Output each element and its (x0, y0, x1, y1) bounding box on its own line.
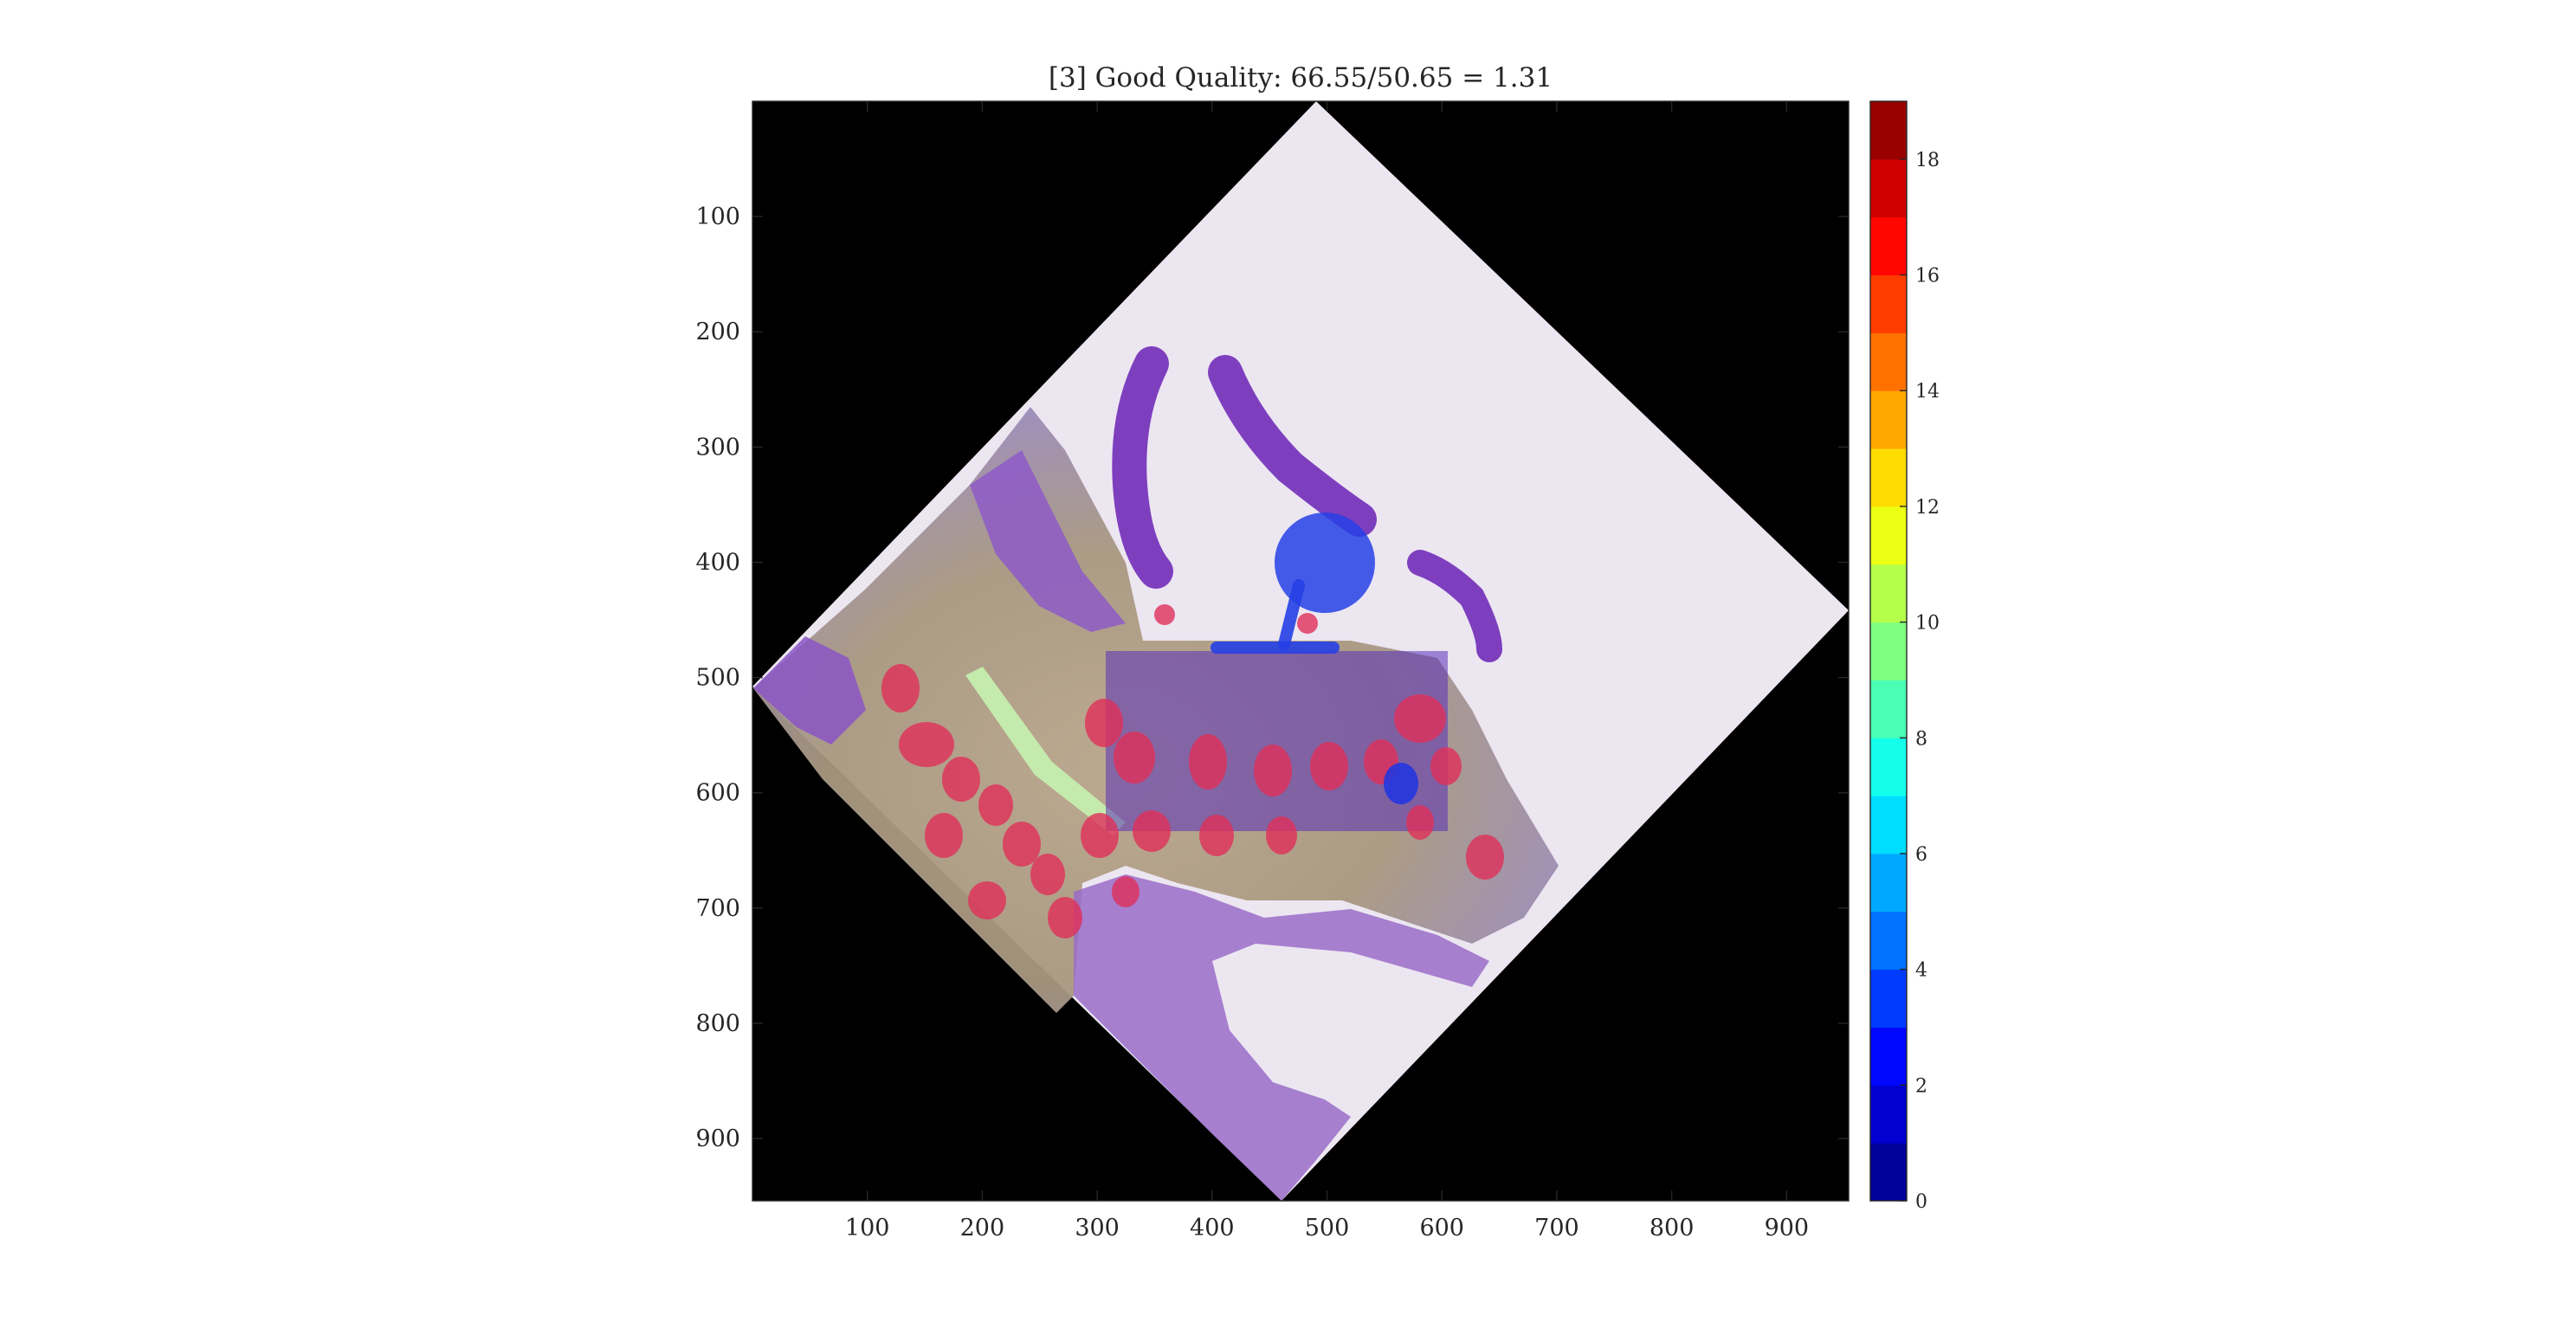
crypt (1266, 816, 1297, 855)
colorbar-tick-label: 6 (1915, 844, 1927, 866)
y-tick-label: 600 (695, 780, 740, 807)
colorbar-level (1870, 853, 1907, 913)
colorbar-tick-label: 8 (1915, 728, 1927, 750)
tissue-lower-purple (1074, 874, 1489, 1201)
crypt (1297, 613, 1318, 634)
crypt-rectangle (1106, 651, 1448, 831)
colorbar: 0 2 4 6 8 10 12 14 16 18 (1869, 100, 1940, 1213)
crypt (978, 784, 1013, 826)
crypt (1030, 854, 1065, 895)
colorbar-level (1870, 1027, 1907, 1086)
villus-2 (1208, 355, 1377, 537)
colorbar-level (1870, 216, 1907, 276)
y-tick-label: 400 (695, 549, 740, 576)
light-green-band (965, 667, 1126, 835)
colorbar-tick-label: 16 (1915, 266, 1940, 287)
colorbar-tick-label: 10 (1915, 613, 1940, 635)
x-tick-label: 300 (1075, 1215, 1120, 1241)
x-tick-label: 900 (1765, 1215, 1810, 1241)
colorbar-tick-label: 2 (1915, 1075, 1927, 1097)
crypt (1189, 734, 1227, 790)
y-tick-label: 200 (695, 319, 740, 345)
colorbar-tick-label: 18 (1915, 150, 1940, 171)
colorbar-frame (1869, 100, 1908, 1202)
x-tick-label: 800 (1650, 1215, 1695, 1241)
colorbar-tick-label: 14 (1915, 381, 1940, 403)
y-tick-label: 900 (695, 1125, 740, 1152)
x-tick-label: 200 (960, 1215, 1005, 1241)
colorbar-tick-label: 4 (1915, 960, 1927, 982)
crypt (1430, 747, 1462, 785)
crypt (1394, 694, 1446, 743)
colorbar-level (1870, 911, 1907, 971)
crypt (1133, 810, 1171, 852)
plot-frame (752, 100, 1850, 1202)
colorbar-level (1870, 969, 1907, 1028)
crypt (1081, 813, 1119, 858)
crypts (881, 604, 1504, 938)
tissue-upper-purple (970, 450, 1126, 632)
colorbar-level (1870, 738, 1907, 796)
crypt (881, 664, 920, 713)
crypt (1254, 745, 1292, 796)
colorbar-level (1870, 332, 1907, 391)
colorbar-level (1870, 1143, 1907, 1202)
y-tick-label: 700 (695, 895, 740, 922)
x-tick-label: 100 (845, 1215, 890, 1241)
colorbar-level (1870, 274, 1907, 333)
colorbar-level (1870, 448, 1907, 507)
colorbar-level (1870, 390, 1907, 449)
crypt (968, 881, 1006, 919)
crypt (1310, 742, 1348, 790)
probe-stem (1278, 579, 1305, 650)
crypt (1154, 604, 1175, 625)
crypt (1199, 815, 1234, 856)
tissue-left-purple (753, 636, 866, 745)
x-tick-label: 600 (1419, 1215, 1464, 1241)
crypt (1085, 699, 1123, 747)
small-blob (1384, 763, 1418, 804)
colorbar-level (1870, 622, 1907, 680)
colorbar-level (1870, 680, 1907, 738)
x-axis-ticks: 100 200 300 400 500 600 700 800 900 (845, 101, 1809, 1241)
crypt (925, 813, 963, 858)
colorbar-level (1870, 1085, 1907, 1144)
colorbar-level (1870, 101, 1907, 160)
crypt (899, 722, 954, 767)
crypt (1114, 732, 1155, 784)
colorbar-level (1870, 158, 1907, 218)
villus-3 (1407, 550, 1502, 662)
x-tick-label: 700 (1534, 1215, 1579, 1241)
crypt (942, 757, 980, 802)
crypt (1048, 897, 1082, 938)
colorbar-level (1870, 506, 1907, 565)
chart-title: [3] Good Quality: 66.55/50.65 = 1.31 (1049, 62, 1553, 94)
crypt (1466, 835, 1504, 880)
y-tick-label: 100 (695, 203, 740, 230)
y-axis-ticks: 100 200 300 400 500 600 700 800 900 (695, 203, 1849, 1152)
villus-1 (1112, 346, 1173, 589)
colorbar-tick-label: 12 (1915, 497, 1940, 519)
plot-area (752, 101, 1849, 1201)
y-tick-label: 800 (695, 1010, 740, 1037)
crypt (1112, 876, 1140, 907)
probe-annotation (1211, 513, 1418, 804)
crypt (1406, 805, 1434, 840)
x-tick-label: 500 (1305, 1215, 1350, 1241)
x-tick-label: 400 (1190, 1215, 1235, 1241)
y-tick-label: 300 (695, 434, 740, 461)
colorbar-tick-label: 0 (1915, 1191, 1927, 1213)
y-tick-label: 500 (695, 665, 740, 692)
crypt (1003, 822, 1041, 867)
colorbar-level (1870, 796, 1907, 855)
colorbar-level (1870, 564, 1907, 623)
